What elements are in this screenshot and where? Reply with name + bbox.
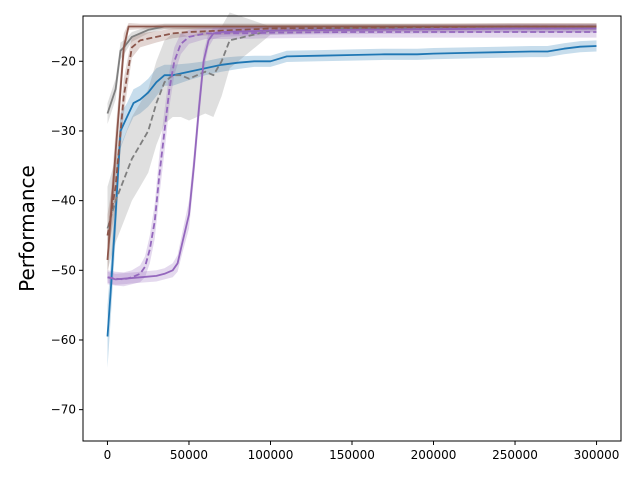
y-axis: −70 −60 −50 −40 −30 −20: [51, 54, 83, 417]
x-tick-label: 300000: [574, 448, 620, 462]
y-tick-label: −60: [51, 333, 76, 347]
confidence-bands: [107, 12, 597, 368]
x-tick-label: 50000: [170, 448, 208, 462]
series-1-band: [107, 40, 597, 368]
y-tick-label: −30: [51, 124, 76, 138]
y-tick-label: −20: [51, 54, 76, 68]
series-1-line: [106, 45, 597, 337]
series-5-line: [106, 25, 597, 236]
x-tick-label: 200000: [411, 448, 457, 462]
series-lines: [106, 25, 597, 337]
x-tick-label: 100000: [248, 448, 294, 462]
y-axis-title: Performance: [15, 165, 39, 292]
x-tick-label: 0: [104, 448, 112, 462]
series-3-line: [106, 27, 597, 229]
series-6-line: [107, 27, 597, 281]
y-tick-label: −50: [51, 263, 76, 277]
x-tick-label: 150000: [329, 448, 375, 462]
y-tick-label: −40: [51, 194, 76, 208]
x-axis: 0 50000 100000 150000 200000 250000 300000: [104, 441, 620, 462]
series-7-line: [107, 31, 597, 281]
x-tick-label: 250000: [492, 448, 538, 462]
y-tick-label: −70: [51, 403, 76, 417]
